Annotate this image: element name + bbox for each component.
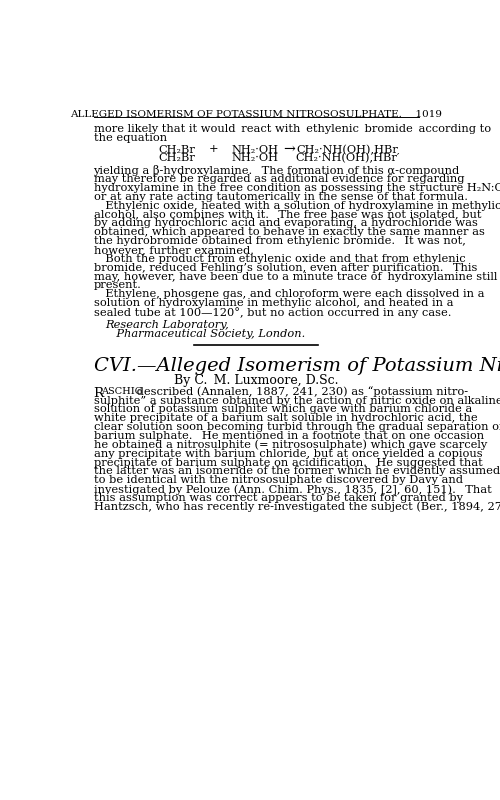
Text: yielding a β-hydroxylamine.  The formation of this α-compound: yielding a β-hydroxylamine. The formatio…	[94, 166, 460, 176]
Text: hydroxylamine in the free condition as possessing the structure H₂N:O,: hydroxylamine in the free condition as p…	[94, 183, 500, 193]
Text: ASCHIG: ASCHIG	[101, 386, 142, 396]
Text: by adding hydrochloric acid and evaporating, a hydrochloride was: by adding hydrochloric acid and evaporat…	[94, 218, 478, 229]
Text: investigated by Pelouze (Ann. Chim. Phys., 1835, [2], 60, 151).  That: investigated by Pelouze (Ann. Chim. Phys…	[94, 484, 491, 494]
Text: any precipitate with barium chloride, but at once yielded a copious: any precipitate with barium chloride, bu…	[94, 449, 482, 458]
Text: ALLEGED ISOMERISM OF POTASSIUM NITROSOSULPHATE.  1019: ALLEGED ISOMERISM OF POTASSIUM NITROSOSU…	[70, 110, 442, 119]
Text: white precipitate of a barium salt soluble in hydrochloric acid, the: white precipitate of a barium salt solub…	[94, 414, 477, 423]
Text: CVI.—Alleged Isomerism of Potassium Nitrososulphate.: CVI.—Alleged Isomerism of Potassium Nitr…	[94, 358, 500, 375]
Text: may therefore be regarded as additional evidence for regarding: may therefore be regarded as additional …	[94, 174, 464, 184]
Text: or at any rate acting tautomerically in the sense of that formula.: or at any rate acting tautomerically in …	[94, 192, 468, 202]
Text: solution of hydroxylamine in methylic alcohol, and heated in a: solution of hydroxylamine in methylic al…	[94, 298, 453, 308]
Text: bromide, reduced Fehling’s solution, even after purification.  This: bromide, reduced Fehling’s solution, eve…	[94, 262, 477, 273]
Text: the hydrobromide obtained from ethylenic bromide.  It was not,: the hydrobromide obtained from ethylenic…	[94, 236, 466, 246]
Text: CH₂·NH(OH),HBr: CH₂·NH(OH),HBr	[297, 145, 398, 155]
Text: the latter was an isomeride of the former which he evidently assumed: the latter was an isomeride of the forme…	[94, 466, 500, 476]
Text: precipitate of barium sulphate on acidification.  He suggested that: precipitate of barium sulphate on acidif…	[94, 458, 482, 467]
Text: sealed tube at 100—120°, but no action occurred in any case.: sealed tube at 100—120°, but no action o…	[94, 307, 451, 318]
Text: Pharmaceutical Society, London.: Pharmaceutical Society, London.	[105, 329, 306, 338]
Text: alcohol, also combines with it.  The free base was not isolated, but: alcohol, also combines with it. The free…	[94, 210, 481, 219]
Text: described (Annalen, 1887, 241, 230) as “potassium nitro-: described (Annalen, 1887, 241, 230) as “…	[133, 386, 468, 398]
Text: clear solution soon becoming turbid through the gradual separation of: clear solution soon becoming turbid thro…	[94, 422, 500, 432]
Text: solution of potassium sulphite which gave with barium chloride a: solution of potassium sulphite which gav…	[94, 404, 472, 414]
Text: present.: present.	[94, 281, 142, 290]
Text: however, further examined.: however, further examined.	[94, 245, 254, 255]
Text: the equation: the equation	[94, 134, 166, 143]
Text: barium sulphate.  He mentioned in a footnote that on one occasion: barium sulphate. He mentioned in a footn…	[94, 431, 484, 441]
Text: Ethylene, phosgene gas, and chloroform were each dissolved in a: Ethylene, phosgene gas, and chloroform w…	[94, 290, 484, 299]
Text: more likely that it would react with ethylenic bromide according to: more likely that it would react with eth…	[94, 125, 490, 134]
Text: Ethylenic oxide, heated with a solution of hydroxylamine in methylic: Ethylenic oxide, heated with a solution …	[94, 201, 500, 210]
Text: →: →	[284, 142, 296, 156]
Text: obtained, which appeared to behave in exactly the same manner as: obtained, which appeared to behave in ex…	[94, 227, 484, 238]
Text: By C. M. Luxmoore, D.Sc.: By C. M. Luxmoore, D.Sc.	[174, 374, 338, 386]
Text: CH₂·NH(OH),HBr′: CH₂·NH(OH),HBr′	[296, 154, 400, 164]
Text: Both the product from ethylenic oxide and that from ethylenic: Both the product from ethylenic oxide an…	[94, 254, 465, 264]
Text: +: +	[209, 144, 218, 154]
Text: NH₂·OH: NH₂·OH	[231, 154, 278, 163]
Text: CH₂Br: CH₂Br	[159, 154, 196, 163]
Text: he obtained a nitrosulphite (= nitrososulphate) which gave scarcely: he obtained a nitrosulphite (= nitrososu…	[94, 440, 487, 450]
Text: CH₂Br: CH₂Br	[159, 145, 196, 154]
Text: NH₂·OH: NH₂·OH	[231, 145, 278, 154]
Text: Hantzsch, who has recently re-investigated the subject (Ber., 1894, 27,: Hantzsch, who has recently re-investigat…	[94, 502, 500, 512]
Text: may, however, have been due to a minute trace of hydroxylamine still: may, however, have been due to a minute …	[94, 271, 497, 282]
Text: to be identical with the nitrososulphate discovered by Davy and: to be identical with the nitrososulphate…	[94, 475, 462, 486]
Text: Research Laboratory,: Research Laboratory,	[105, 320, 229, 330]
Text: this assumption was correct appears to be taken for granted by: this assumption was correct appears to b…	[94, 493, 462, 503]
Text: sulphite” a substance obtained by the action of nitric oxide on alkaline: sulphite” a substance obtained by the ac…	[94, 395, 500, 406]
Text: R: R	[94, 386, 104, 400]
